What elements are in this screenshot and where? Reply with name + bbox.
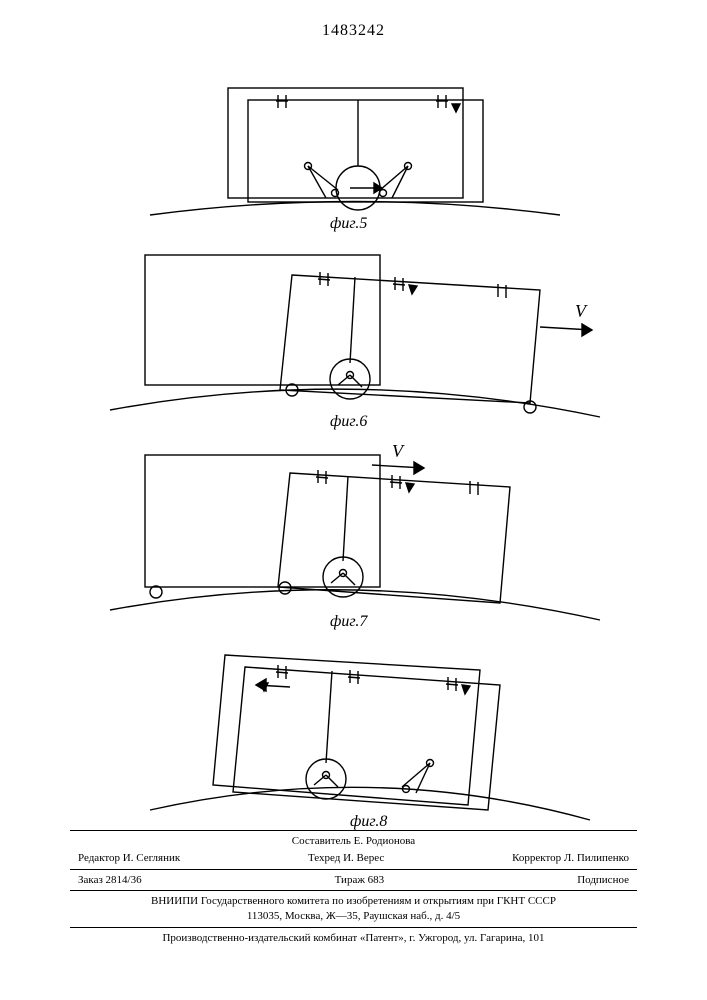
fig6-svg: V — [0, 235, 707, 435]
footer-line2: 113035, Москва, Ж—35, Раушская наб., д. … — [70, 909, 637, 924]
diagrams-container: фиг.5 — [0, 70, 707, 835]
panel-fig8: фиг.8 — [0, 635, 707, 835]
caption-fig5: фиг.5 — [330, 215, 367, 233]
footer-line1: ВНИИПИ Государственного комитета по изоб… — [70, 894, 637, 909]
patent-number: 1483242 — [0, 22, 707, 40]
footer-techred: Техред И. Верес — [308, 851, 384, 866]
fig5-svg — [0, 70, 707, 235]
fig7-svg: V — [0, 435, 707, 635]
footer-subscription: Подписное — [577, 873, 629, 888]
panel-fig5: фиг.5 — [0, 70, 707, 235]
velocity-label-fig6: V — [575, 301, 588, 321]
footer-compiler: Составитель Е. Родионова — [70, 834, 637, 849]
footer-order: Заказ 2814/36 — [78, 873, 142, 888]
velocity-label-fig7: V — [392, 441, 405, 461]
footer-block: Составитель Е. Родионова Редактор И. Сег… — [70, 827, 637, 946]
panel-fig7: V фиг.7 — [0, 435, 707, 635]
footer-editor: Редактор И. Сегляник — [78, 851, 180, 866]
footer-corrector: Корректор Л. Пилипенко — [512, 851, 629, 866]
caption-fig6: фиг.6 — [330, 413, 367, 431]
caption-fig7: фиг.7 — [330, 613, 367, 631]
footer-line3: Производственно-издательский комбинат «П… — [70, 931, 637, 946]
page: 1483242 — [0, 0, 707, 1000]
footer-tirage: Тираж 683 — [335, 873, 385, 888]
panel-fig6: V фиг.6 — [0, 235, 707, 435]
fig8-svg — [0, 635, 707, 835]
